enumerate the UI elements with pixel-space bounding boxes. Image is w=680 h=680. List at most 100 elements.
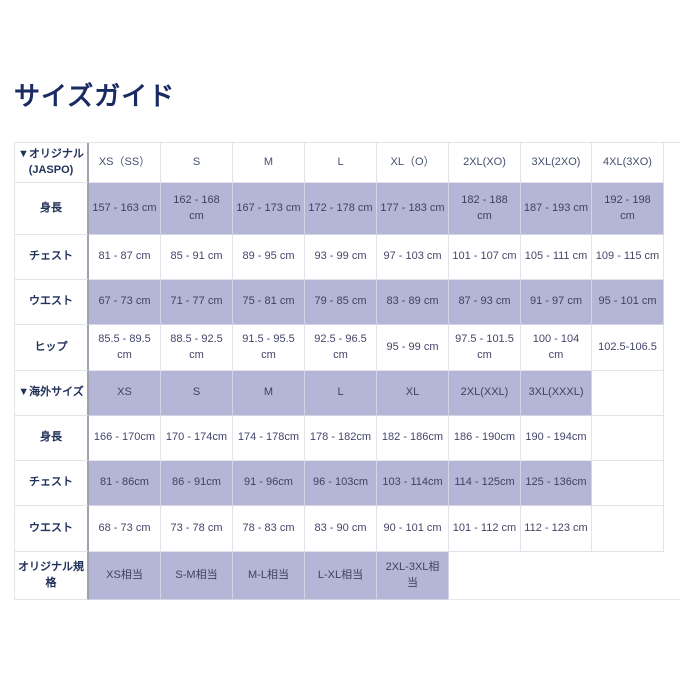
size-cell: 91 - 96cm (233, 461, 305, 506)
size-cell: M (233, 371, 305, 416)
row-label: ヒップ (15, 325, 89, 371)
size-cell: 2XL-3XL相 当 (377, 552, 449, 600)
row-label: 身長 (15, 183, 89, 235)
size-cell: 83 - 90 cm (305, 506, 377, 552)
size-cell: 114 - 125cm (449, 461, 521, 506)
size-cell: S (161, 371, 233, 416)
size-cell: 178 - 182cm (305, 416, 377, 461)
size-cell: 162 - 168 cm (161, 183, 233, 235)
size-cell: 97 - 103 cm (377, 235, 449, 280)
size-column-header: L (305, 143, 377, 183)
size-cell: 102.5-106.5 (592, 325, 664, 371)
table-row: ヒップ 85.5 - 89.5 cm 88.5 - 92.5 cm 91.5 - 95… (15, 325, 680, 371)
size-column-header: 2XL(XO) (449, 143, 521, 183)
size-cell: 95 - 99 cm (377, 325, 449, 371)
size-cell: 81 - 87 cm (89, 235, 161, 280)
size-cell: 182 - 186cm (377, 416, 449, 461)
size-column-header: 4XL(3XO) (592, 143, 664, 183)
row-label: オリジナル規 格 (15, 552, 89, 600)
size-cell: L (305, 371, 377, 416)
size-cell: 125 - 136cm (521, 461, 592, 506)
size-cell: 177 - 183 cm (377, 183, 449, 235)
blank-cell (521, 552, 592, 600)
size-cell: 71 - 77 cm (161, 280, 233, 325)
size-table: ▼オリジナル (JASPO) XS（SS） S M L XL（O） 2XL(XO) 3XL(2… (14, 142, 680, 600)
size-column-header: 3XL(2XO) (521, 143, 592, 183)
table-row: ウエスト 68 - 73 cm 73 - 78 cm 78 - 83 cm 83 - 9… (15, 506, 680, 552)
size-cell: 85 - 91 cm (161, 235, 233, 280)
size-column-header: XS（SS） (89, 143, 161, 183)
row-label: チェスト (15, 235, 89, 280)
size-cell: M-L相当 (233, 552, 305, 600)
size-cell: 92.5 - 96.5 cm (305, 325, 377, 371)
size-cell: 2XL(XXL) (449, 371, 521, 416)
table-row: ウエスト 67 - 73 cm 71 - 77 cm 75 - 81 cm 79 - 8… (15, 280, 680, 325)
size-cell: 91 - 97 cm (521, 280, 592, 325)
size-cell: 3XL(XXXL) (521, 371, 592, 416)
size-cell: 89 - 95 cm (233, 235, 305, 280)
size-cell: 166 - 170cm (89, 416, 161, 461)
table-row: チェスト 81 - 86cm 86 - 91cm 91 - 96cm 96 - 103c… (15, 461, 680, 506)
table-row: オリジナル規 格 XS相当 S-M相当 M-L相当 L-XL相当 2XL-3XL相 当 (15, 552, 680, 600)
size-cell: 86 - 91cm (161, 461, 233, 506)
size-cell: S-M相当 (161, 552, 233, 600)
page-divider (448, 599, 680, 600)
size-cell: 174 - 178cm (233, 416, 305, 461)
table-corner-label: ▼オリジナル (JASPO) (15, 143, 89, 183)
row-label: 身長 (15, 416, 89, 461)
size-cell: 68 - 73 cm (89, 506, 161, 552)
size-cell: 81 - 86cm (89, 461, 161, 506)
size-cell: 170 - 174cm (161, 416, 233, 461)
size-cell: 101 - 112 cm (449, 506, 521, 552)
size-cell: 100 - 104 cm (521, 325, 592, 371)
page-title: サイズガイド (14, 81, 176, 111)
blank-cell (592, 552, 664, 600)
empty-cell (592, 416, 664, 461)
size-cell: 87 - 93 cm (449, 280, 521, 325)
size-cell: 88.5 - 92.5 cm (161, 325, 233, 371)
size-table-body: ▼オリジナル (JASPO) XS（SS） S M L XL（O） 2XL(XO) 3XL(2… (15, 143, 680, 600)
size-cell: XS (89, 371, 161, 416)
size-column-header: XL（O） (377, 143, 449, 183)
size-cell: 96 - 103cm (305, 461, 377, 506)
size-cell: L-XL相当 (305, 552, 377, 600)
size-cell: 97.5 - 101.5 cm (449, 325, 521, 371)
row-label: チェスト (15, 461, 89, 506)
table-row: 身長 157 - 163 cm 162 - 168 cm 167 - 173 cm 17… (15, 183, 680, 235)
size-cell: 91.5 - 95.5 cm (233, 325, 305, 371)
size-cell: 190 - 194cm (521, 416, 592, 461)
size-cell: 186 - 190cm (449, 416, 521, 461)
size-cell: 103 - 114cm (377, 461, 449, 506)
size-cell: 79 - 85 cm (305, 280, 377, 325)
size-cell: 83 - 89 cm (377, 280, 449, 325)
table-row: ▼海外サイズ XS S M L XL 2XL(XXL) 3XL(XXXL) (15, 371, 680, 416)
row-label: ウエスト (15, 280, 89, 325)
size-cell: 105 - 111 cm (521, 235, 592, 280)
size-column-header: S (161, 143, 233, 183)
size-column-header: M (233, 143, 305, 183)
size-cell: 73 - 78 cm (161, 506, 233, 552)
size-cell: 109 - 115 cm (592, 235, 664, 280)
empty-cell (592, 371, 664, 416)
table-row: 身長 166 - 170cm 170 - 174cm 174 - 178cm 178 -… (15, 416, 680, 461)
size-cell: 75 - 81 cm (233, 280, 305, 325)
size-cell: 192 - 198 cm (592, 183, 664, 235)
size-cell: 85.5 - 89.5 cm (89, 325, 161, 371)
empty-cell (592, 506, 664, 552)
row-label: ウエスト (15, 506, 89, 552)
size-cell: 78 - 83 cm (233, 506, 305, 552)
row-label: ▼海外サイズ (15, 371, 89, 416)
size-cell: 101 - 107 cm (449, 235, 521, 280)
size-cell: 112 - 123 cm (521, 506, 592, 552)
size-cell: 172 - 178 cm (305, 183, 377, 235)
size-cell: 157 - 163 cm (89, 183, 161, 235)
size-cell: 187 - 193 cm (521, 183, 592, 235)
empty-cell (592, 461, 664, 506)
size-cell: XS相当 (89, 552, 161, 600)
blank-cell (449, 552, 521, 600)
table-row: チェスト 81 - 87 cm 85 - 91 cm 89 - 95 cm 93 - 9… (15, 235, 680, 280)
size-cell: XL (377, 371, 449, 416)
size-cell: 93 - 99 cm (305, 235, 377, 280)
size-cell: 167 - 173 cm (233, 183, 305, 235)
size-cell: 182 - 188 cm (449, 183, 521, 235)
